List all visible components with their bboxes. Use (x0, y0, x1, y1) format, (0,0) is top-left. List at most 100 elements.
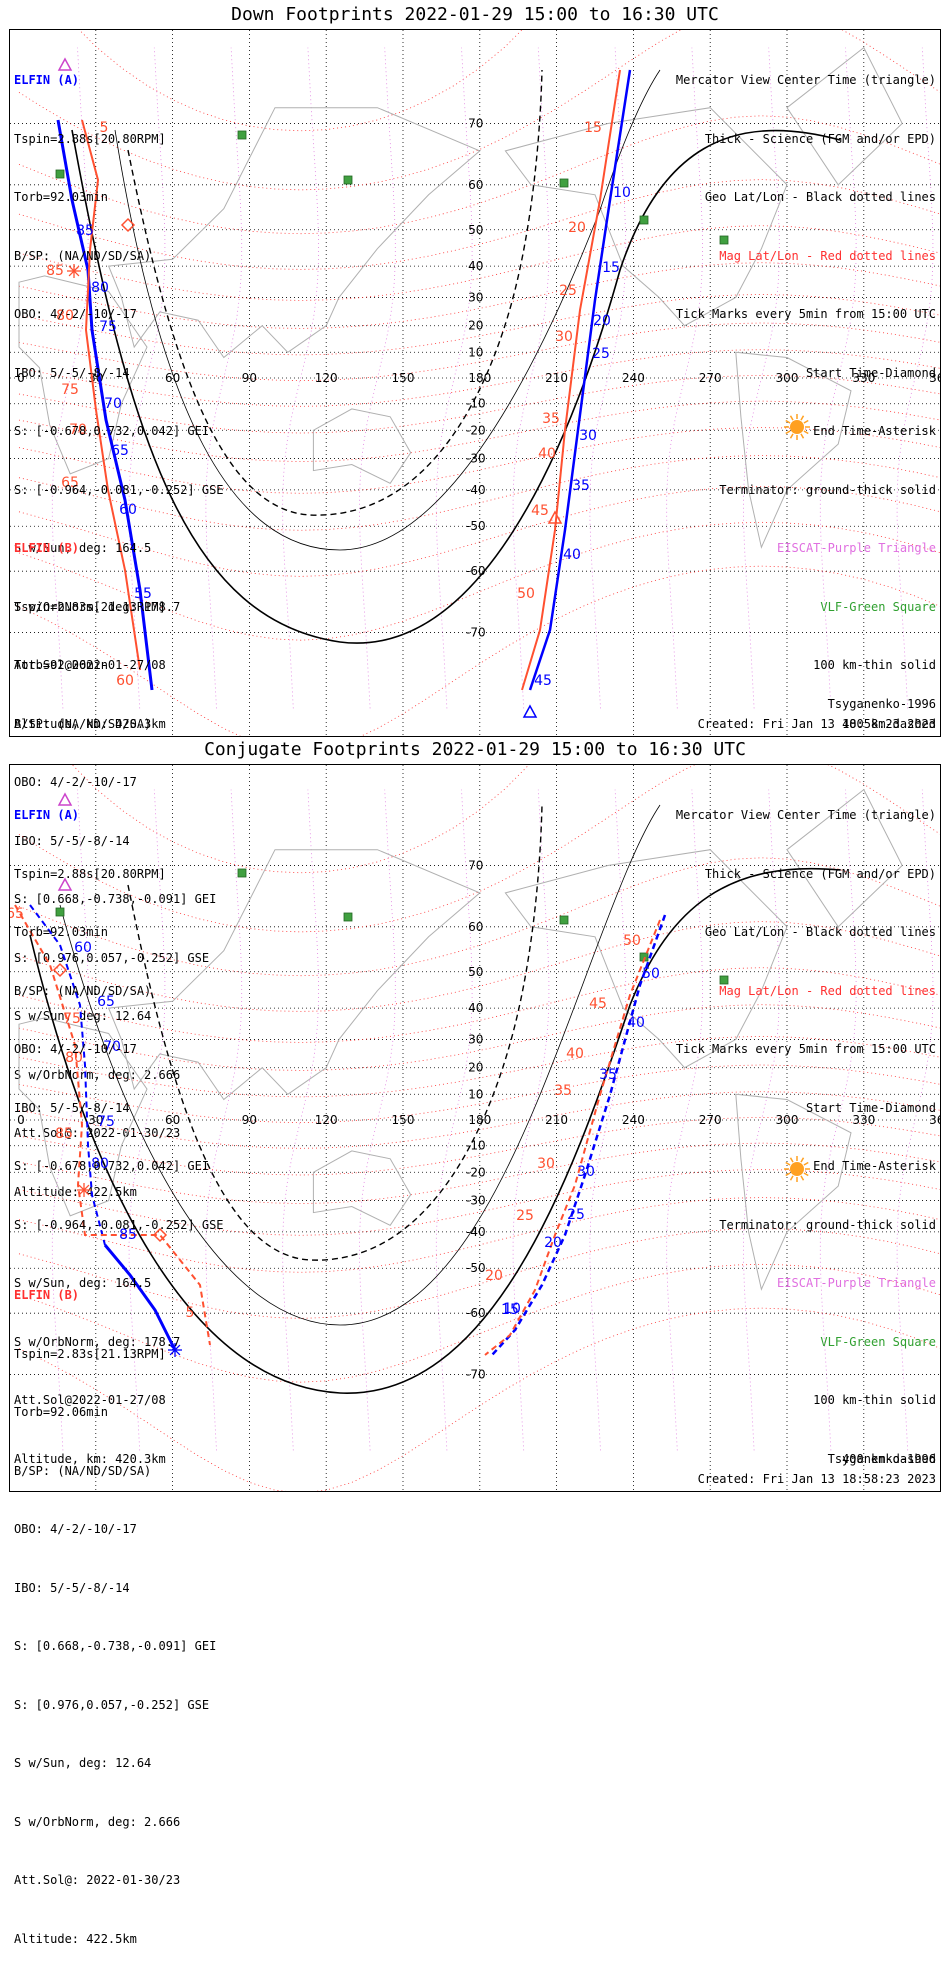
elfin-a-tick-label: 40 (627, 1015, 645, 1031)
elfin-b-tick-label: 80 (91, 280, 109, 296)
lon-tick-label: 270 (699, 371, 722, 385)
mag-latitude-line (18, 1064, 940, 1124)
elfin-a-line: B/SP: (NA/ND/SD/SA) (14, 248, 152, 263)
elfin-a-info: ELFIN (A) Tspin=2.88s[20.80RPM] Torb=92.… (14, 32, 224, 773)
mag-latitude-line (18, 400, 940, 462)
elfin-a-tick-label: 25 (567, 1207, 585, 1223)
center-time-triangle (522, 704, 538, 718)
elfin-b-tick-label: 75 (97, 1114, 115, 1130)
elfin-a-tick-label: 35 (554, 1083, 572, 1099)
elfin-a-line: Att.Sol@2022-01-27/08 (14, 658, 166, 672)
elfin-a-line: Altitude, km: 420.3km (14, 1451, 166, 1466)
elfin-b-tick-label: 85 (55, 1126, 73, 1142)
mag-latitude-line (18, 30, 940, 191)
elfin-b-line: S: [0.976,0.057,-0.252] GSE (14, 950, 210, 965)
elfin-a-tick-label: 40 (566, 1046, 584, 1062)
elfin-a-tick-label: 35 (572, 478, 590, 494)
mag-latitude-line (18, 455, 940, 531)
sun-icon (790, 420, 804, 434)
elfin-a-line: S w/OrbNorm, deg: 178.7 (14, 1334, 181, 1349)
mag-latitude-line (18, 322, 940, 382)
elfin-b-line: Att.Sol@: 2022-01-30/23 (14, 1873, 181, 1887)
elfin-b-tick-label: 70 (104, 396, 122, 412)
elfin-b-tick-label: 80 (91, 1156, 109, 1172)
terminator-line (29, 867, 841, 1394)
terminator-400km-line (127, 804, 543, 1261)
lat-tick-label: 20 (468, 319, 483, 333)
sun-ray (800, 433, 805, 439)
legend-item: Mercator View Center Time (triangle) (675, 73, 936, 87)
legend-item: Geo Lat/Lon - Black dotted lines (704, 190, 936, 204)
vlf-station-square (343, 912, 353, 922)
created-label: Created: Fri Jan 13 18:58:23 2023 (697, 1472, 936, 1486)
elfin-b-line: Tspin=2.83s[21.13RPM] (14, 599, 166, 614)
lat-tick-label: 70 (468, 858, 483, 872)
end-time-asterisk (68, 265, 80, 277)
terminator-line (71, 129, 841, 644)
lat-tick-label: -30 (466, 1194, 486, 1208)
elfin-a-line: Altitude, km: 420.3km (14, 716, 166, 731)
mag-meridian-line (51, 789, 89, 1451)
mag-latitude-line (18, 1004, 940, 1071)
legend-item: Tick Marks every 5min from 15:00 UTC (675, 1042, 936, 1056)
elfin-b-line: Tspin=2.83s[21.13RPM] (14, 1346, 166, 1361)
elfin-b-line: S w/Sun, deg: 12.64 (14, 1756, 152, 1770)
elfin-b-tick-label: 25 (559, 283, 577, 299)
elfin-a-tick-label: 30 (579, 428, 597, 444)
mag-meridian-line (128, 789, 166, 1451)
elfin-b-tick-label: 15 (584, 120, 602, 136)
lon-tick-label: 270 (699, 1113, 722, 1127)
mag-latitude-line (18, 1036, 940, 1098)
elfin-b-line: OBO: 4/-2/-10/-17 (14, 775, 137, 789)
lat-tick-label: 40 (468, 1001, 483, 1015)
panel-title-down: Down Footprints 2022-01-29 15:00 to 16:3… (231, 4, 719, 25)
elfin-b-tick-label: 60 (74, 940, 92, 956)
sun-icon (790, 1162, 804, 1176)
legend-item: Mag Lat/Lon - Red dotted lines (719, 983, 936, 998)
mag-meridian-line (359, 789, 396, 1451)
lat-tick-label: -40 (466, 483, 486, 497)
mag-latitude-line (18, 1091, 940, 1149)
legend: Mercator View Center Time (triangle) Thi… (676, 32, 936, 773)
sun-ray (800, 1157, 805, 1163)
lat-tick-label: 60 (468, 920, 483, 934)
legend-item: VLF-Green Square (820, 1334, 936, 1349)
elfin-a-line: S: [-0.964,-0.081,-0.252] GSE (14, 1217, 224, 1232)
sun-ray (800, 1175, 805, 1181)
sun-ray (785, 419, 791, 424)
legend-item: VLF-Green Square (820, 599, 936, 614)
elfin-a-tick-label: 75 (61, 382, 79, 398)
continent-outline (312, 1150, 412, 1226)
elfin-b-tick-label: 60 (119, 502, 137, 518)
elfin-a-line: S w/Sun, deg: 164.5 (14, 1276, 152, 1290)
mag-meridian-line (589, 47, 627, 709)
elfin-b-tick-label: 55 (134, 586, 152, 602)
mag-latitude-line (18, 115, 940, 235)
center-time-triangle (547, 510, 563, 524)
continent-outline (107, 849, 481, 1101)
vlf-station-square (55, 169, 65, 179)
elfin-a-line: IBO: 5/-5/-8/-14 (14, 365, 130, 380)
lat-tick-label: 50 (468, 223, 483, 237)
elfin-b-tick-label: 70 (103, 1039, 121, 1055)
mag-meridian-line (282, 47, 319, 709)
elfin-b-info: ELFIN (B) Tspin=2.83s[21.13RPM] Torb=92.… (14, 500, 216, 1241)
lat-tick-label: 10 (468, 345, 483, 359)
elfin-a-line: S: [-0.678,0.732,0.042] GEI (14, 1159, 210, 1173)
elfin-a-tick-label: 25 (516, 1208, 534, 1224)
elfin-b-line: S: [0.668,-0.738,-0.091] GEI (14, 1639, 217, 1653)
lat-tick-label: 30 (468, 290, 483, 304)
elfin-a-tick-label: 50 (623, 933, 641, 949)
lat-tick-label: -50 (466, 519, 486, 533)
elfin-a-line: Att.Sol@2022-01-27/08 (14, 1393, 166, 1407)
elfin-a-tick-label: 20 (593, 313, 611, 329)
elfin-b-header: ELFIN (B) (14, 1288, 80, 1302)
elfin-a-line: Torb=92.03min (14, 190, 108, 204)
end-time-asterisk (169, 1344, 181, 1356)
vlf-station-square (639, 215, 649, 225)
elfin-a-tick-label: 15 (602, 260, 620, 276)
elfin-a-tick-label: 85 (46, 263, 64, 279)
mag-latitude-line (18, 521, 940, 641)
lat-tick-label: -20 (466, 1165, 486, 1179)
mag-meridian-line (359, 47, 396, 709)
